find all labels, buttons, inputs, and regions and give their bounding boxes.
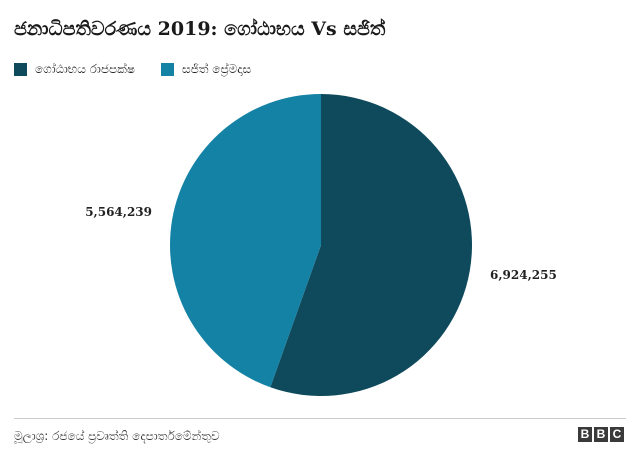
- chart-legend: ගෝඨාභය රාජපක්ෂ සජිත් ප්‍රේමදාස: [14, 62, 277, 77]
- bbc-logo-letter-3: C: [610, 427, 624, 442]
- bbc-logo-letter-1: B: [578, 427, 592, 442]
- legend-swatch-gotabaya: [14, 63, 27, 76]
- data-label-1: 6,924,255: [490, 268, 557, 282]
- legend-label-sajith: සජිත් ප්‍රේමදාස: [181, 62, 252, 76]
- footer-divider: [14, 418, 626, 419]
- pie-slice-2: [170, 94, 321, 388]
- data-label-2: 5,564,239: [85, 205, 152, 219]
- legend-label-gotabaya: ගෝඨාභය රාජපක්ෂ: [35, 62, 135, 76]
- pie-slice-1: [270, 94, 473, 397]
- bbc-logo-letter-2: B: [594, 427, 608, 442]
- chart-title: ජනාධිපතිවරණය 2019: ගෝඨාභය Vs සජිත්: [14, 18, 386, 40]
- bbc-logo: B B C: [576, 427, 624, 442]
- legend-item-gotabaya: ගෝඨාභය රාජපක්ෂ: [14, 62, 135, 77]
- source-note: මූලාශ්‍ර: රජයේ ප්‍රවෘත්ති දෙපාර්තමේන්තුව: [14, 429, 220, 443]
- legend-item-sajith: සජිත් ප්‍රේමදාස: [160, 62, 252, 77]
- legend-swatch-sajith: [160, 63, 174, 76]
